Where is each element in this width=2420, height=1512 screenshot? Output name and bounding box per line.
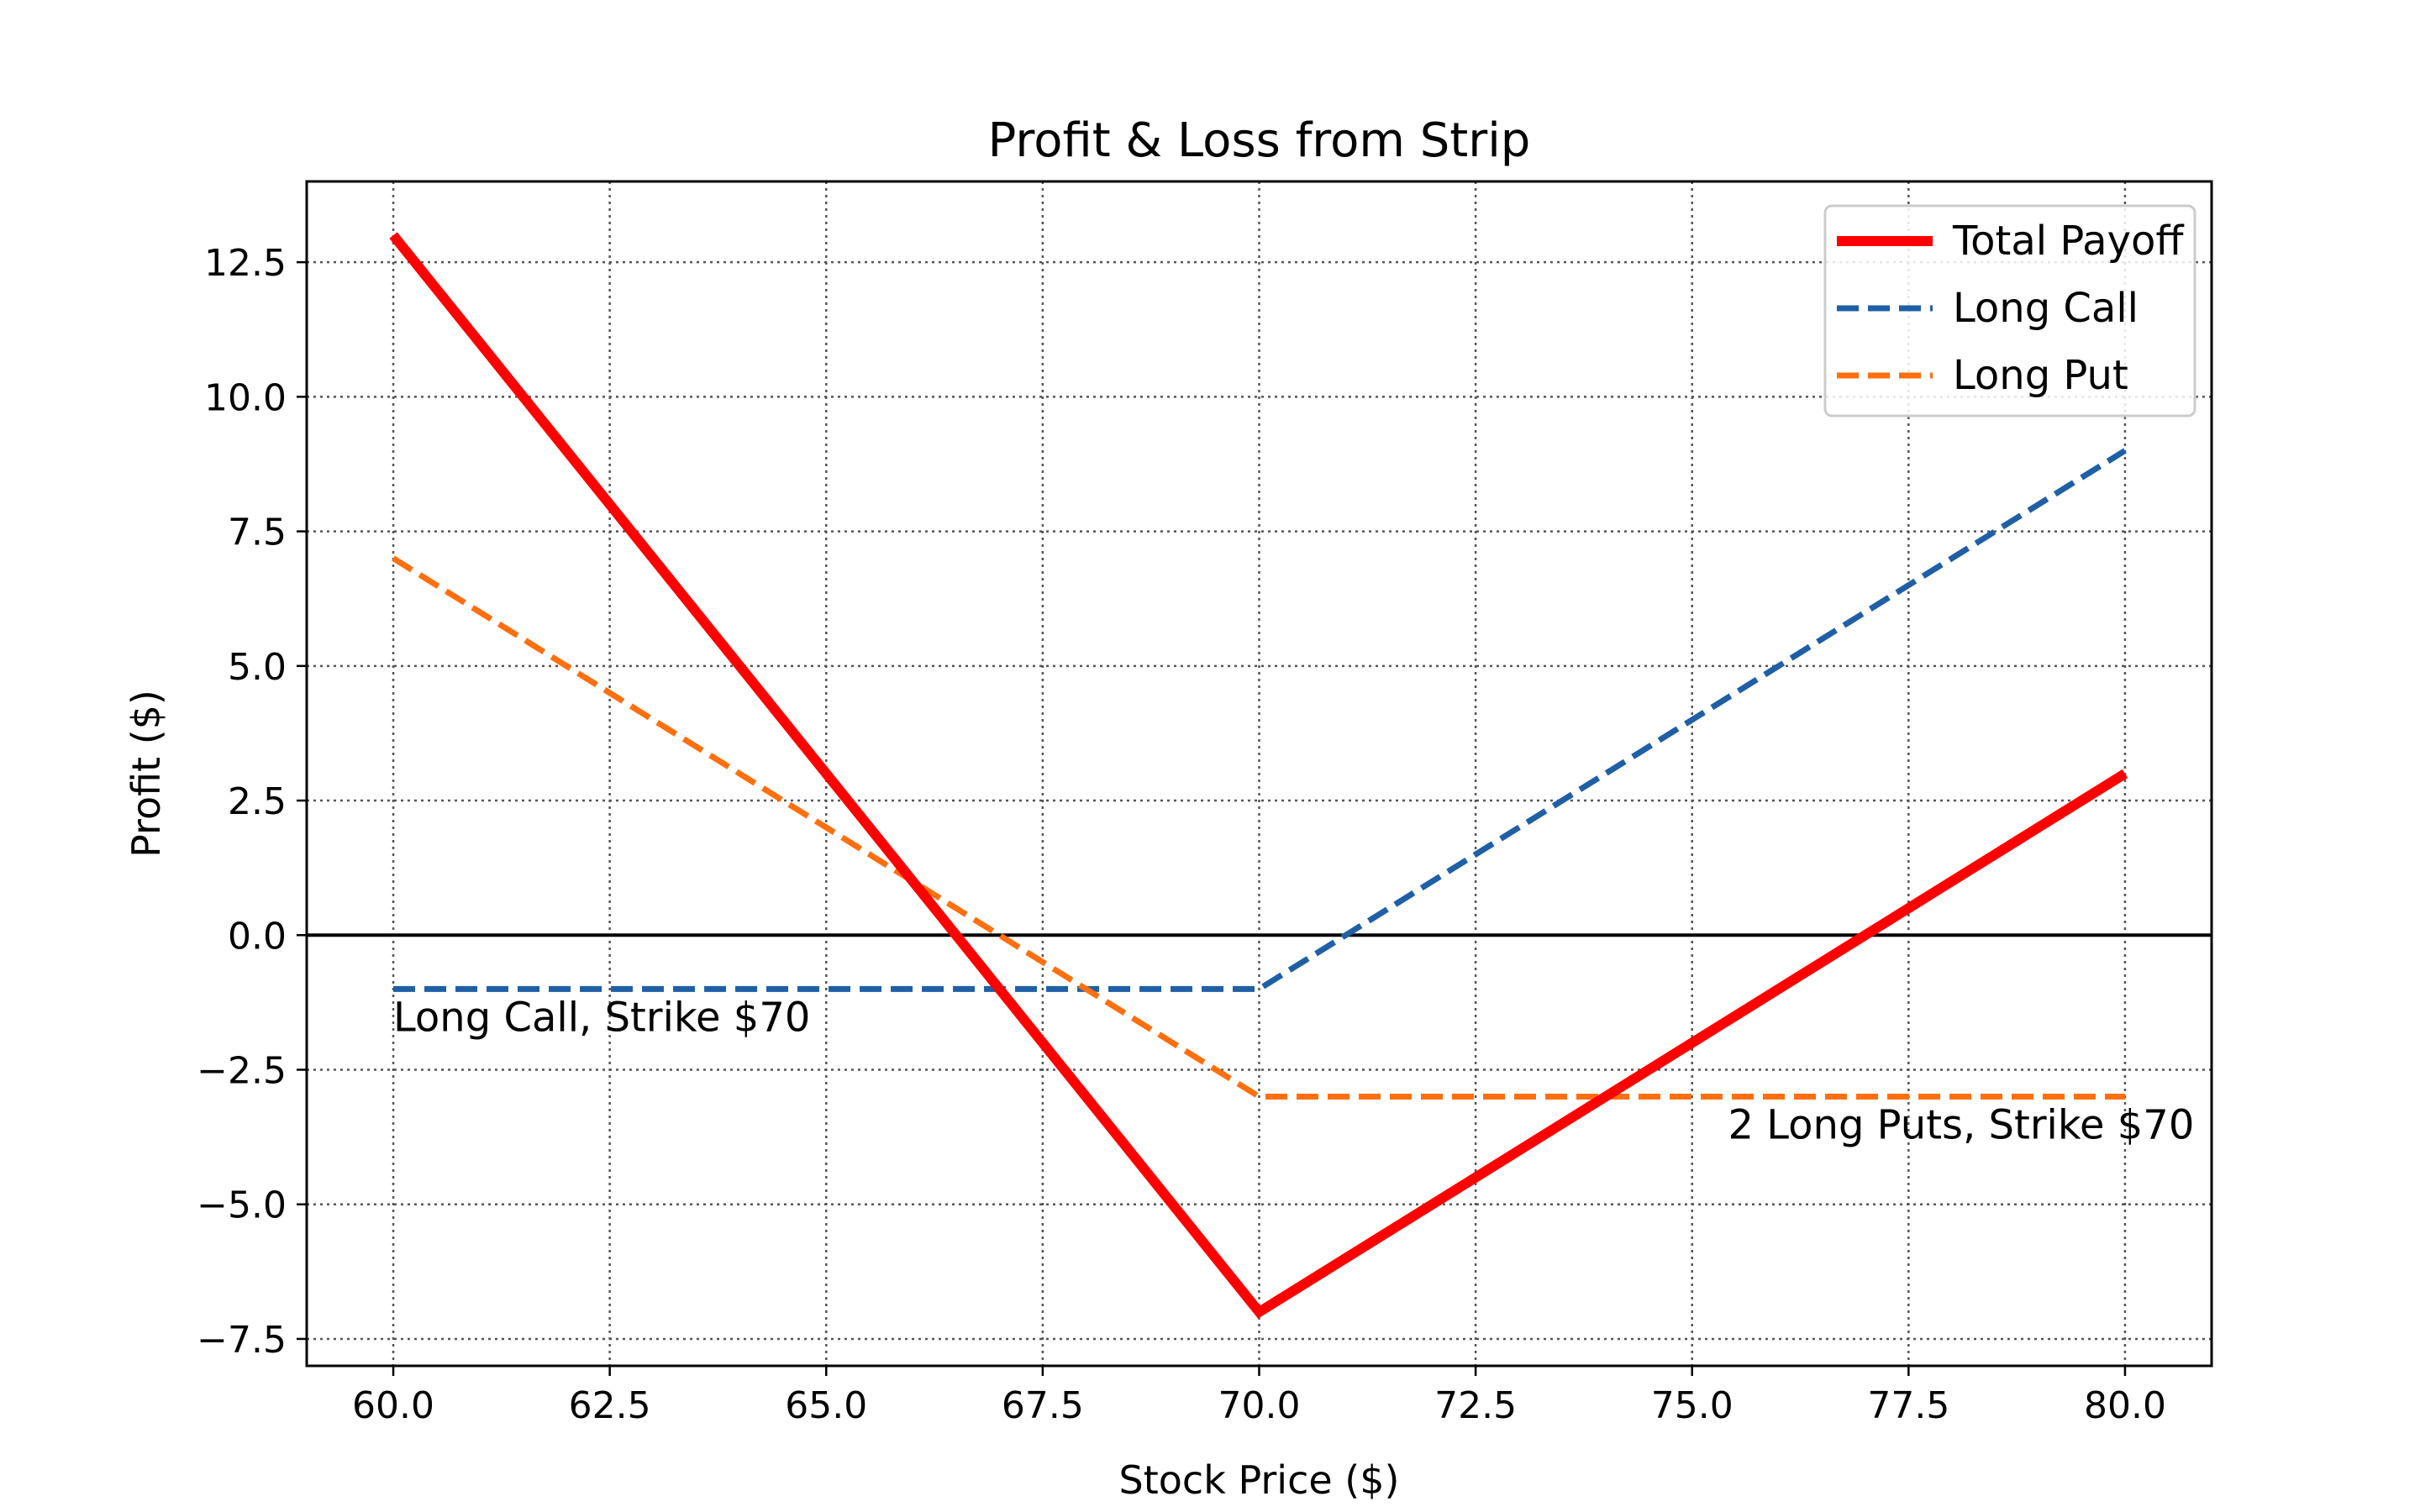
series-layer <box>389 232 2128 1319</box>
x-tick-label: 75.0 <box>1651 1384 1733 1427</box>
legend-box <box>1823 204 2196 417</box>
legend: Total Payoff Long Call Long Put <box>1823 204 2196 417</box>
y-tick-label: 2.5 <box>228 780 287 823</box>
y-tick-label: 7.5 <box>228 512 287 554</box>
series-line-long-call <box>393 448 2127 992</box>
x-tick-label: 62.5 <box>569 1384 651 1427</box>
x-tick-label: 70.0 <box>1218 1384 1301 1427</box>
series-line-long-put <box>392 555 2125 1100</box>
annotation: Long Call, Strike $70 <box>393 994 810 1041</box>
y-tick-label: −2.5 <box>197 1050 287 1093</box>
y-axis-label: Profit ($) <box>124 690 169 858</box>
x-tick-label: 60.0 <box>352 1384 434 1427</box>
y-tick-label: −7.5 <box>197 1319 287 1362</box>
x-tick-label: 65.0 <box>785 1384 867 1427</box>
legend-label: Total Payoff <box>1952 218 2184 265</box>
x-tick-label: 77.5 <box>1867 1384 1949 1427</box>
annotations: Long Call, Strike $70 2 Long Puts, Strike… <box>393 994 2194 1148</box>
legend-label: Long Put <box>1953 352 2128 399</box>
x-tick-label: 67.5 <box>1002 1384 1084 1427</box>
x-tick-label: 72.5 <box>1434 1384 1517 1427</box>
chart-title: Profit & Loss from Strip <box>988 113 1531 168</box>
y-tick-label: 0.0 <box>228 915 287 958</box>
y-tick-label: −5.0 <box>197 1184 287 1227</box>
y-tick-label: 5.0 <box>228 646 287 689</box>
y-tick-label: 10.0 <box>204 376 287 419</box>
x-axis-label: Stock Price ($) <box>1119 1457 1400 1503</box>
y-tick-label: 12.5 <box>204 242 287 285</box>
series-line-total-payoff <box>389 232 2128 1319</box>
x-tick-label: 80.0 <box>2084 1384 2166 1427</box>
ticks: 60.0 62.5 65.0 67.5 70.0 72.5 75.0 77.5 80.0 −7.5… <box>197 242 2166 1427</box>
legend-label: Long Call <box>1953 285 2139 332</box>
annotation: 2 Long Puts, Strike $70 <box>1728 1102 2194 1149</box>
